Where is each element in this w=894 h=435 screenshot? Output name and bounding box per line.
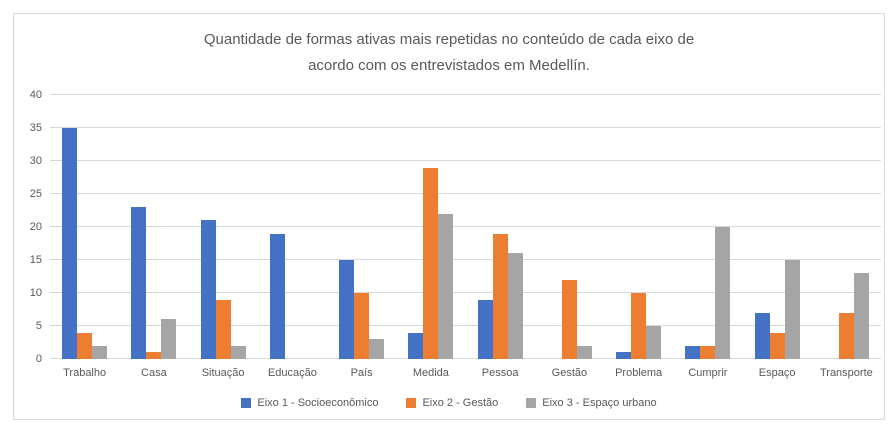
- gridline: [50, 259, 881, 260]
- y-tick-label: 15: [29, 254, 42, 266]
- bar-group: [396, 94, 465, 359]
- category-label: Educação: [267, 367, 317, 379]
- bar: [646, 326, 662, 359]
- bar: [146, 352, 162, 359]
- gridline: [50, 325, 881, 326]
- bar: [230, 346, 246, 359]
- gridline: [50, 127, 881, 128]
- legend-swatch: [406, 398, 417, 408]
- bar: [784, 260, 800, 359]
- bar: [200, 220, 216, 359]
- legend-swatch: [526, 398, 537, 408]
- bar: [754, 313, 770, 359]
- y-tick-label: 20: [29, 221, 42, 233]
- legend-label: Eixo 2 - Gestão: [422, 397, 499, 409]
- bar-group: [50, 94, 119, 359]
- plot-area: [50, 94, 881, 359]
- bar: [369, 339, 385, 359]
- bar-group: [327, 94, 396, 359]
- category-label: Pessoa: [481, 367, 519, 379]
- category-label: Cumprir: [688, 367, 728, 379]
- bar-group: [673, 94, 742, 359]
- chart-frame: Quantidade de formas ativas mais repetid…: [13, 13, 885, 420]
- category-label: Casa: [141, 367, 167, 379]
- bar-group: [743, 94, 812, 359]
- bar: [62, 128, 78, 359]
- gridline: [50, 358, 881, 359]
- bar: [838, 313, 854, 359]
- bar: [507, 253, 523, 359]
- bar: [423, 168, 439, 359]
- legend-swatch: [241, 398, 252, 408]
- bar-group: [535, 94, 604, 359]
- bar: [477, 300, 493, 359]
- bar: [215, 300, 231, 359]
- bar: [354, 293, 370, 359]
- category-label: Espaço: [758, 367, 796, 379]
- bar: [853, 273, 869, 359]
- category-label: Medida: [412, 367, 449, 379]
- category-label: Transporte: [819, 367, 873, 379]
- y-tick-label: 35: [29, 122, 42, 134]
- bar: [576, 346, 592, 359]
- legend-label: Eixo 3 - Espaço urbano: [542, 397, 657, 409]
- bar: [685, 346, 701, 359]
- bar: [92, 346, 108, 359]
- bar-group: [189, 94, 258, 359]
- y-tick-label: 40: [29, 89, 42, 101]
- gridline: [50, 226, 881, 227]
- bar: [408, 333, 424, 359]
- legend: Eixo 1 - Socioeconômico Eixo 2 - Gestão Ei…: [14, 397, 884, 409]
- bar: [715, 227, 731, 359]
- bar-group: [604, 94, 673, 359]
- bar-group: [812, 94, 881, 359]
- category-label: Problema: [615, 367, 663, 379]
- chart-title: Quantidade de formas ativas mais repetid…: [203, 31, 695, 74]
- legend-item: Eixo 1 - Socioeconômico: [241, 397, 378, 409]
- y-axis-labels: 0 5 10 15 20 25 30 35 40: [14, 89, 44, 365]
- category-label: Trabalho: [63, 367, 107, 379]
- bar: [131, 207, 147, 359]
- bar-group: [258, 94, 327, 359]
- legend-item: Eixo 3 - Espaço urbano: [526, 397, 657, 409]
- gridline: [50, 193, 881, 194]
- y-tick-label: 10: [29, 287, 42, 299]
- gridline: [50, 292, 881, 293]
- bar: [269, 234, 285, 359]
- bar: [77, 333, 93, 359]
- y-tick-label: 25: [29, 188, 42, 200]
- gridline: [50, 94, 881, 95]
- bar: [631, 293, 647, 359]
- bar: [561, 280, 577, 359]
- y-tick-label: 30: [29, 155, 42, 167]
- category-label: Situação: [201, 367, 245, 379]
- bar: [700, 346, 716, 359]
- bar: [339, 260, 355, 359]
- bar: [161, 319, 177, 359]
- gridline: [50, 160, 881, 161]
- bar: [769, 333, 785, 359]
- y-tick-label: 5: [35, 320, 42, 332]
- bar: [438, 214, 454, 359]
- bar-group: [119, 94, 188, 359]
- legend-label: Eixo 1 - Socioeconômico: [257, 397, 379, 409]
- category-label: Gestão: [551, 367, 588, 379]
- legend-item: Eixo 2 - Gestão: [406, 397, 498, 409]
- bar: [492, 234, 508, 359]
- bar-group: [466, 94, 535, 359]
- y-tick-label: 0: [35, 353, 42, 365]
- category-label: País: [350, 367, 373, 379]
- bar: [616, 352, 632, 359]
- x-axis-labels: Trabalho Casa Situação Educação País Medida Pe…: [50, 366, 881, 380]
